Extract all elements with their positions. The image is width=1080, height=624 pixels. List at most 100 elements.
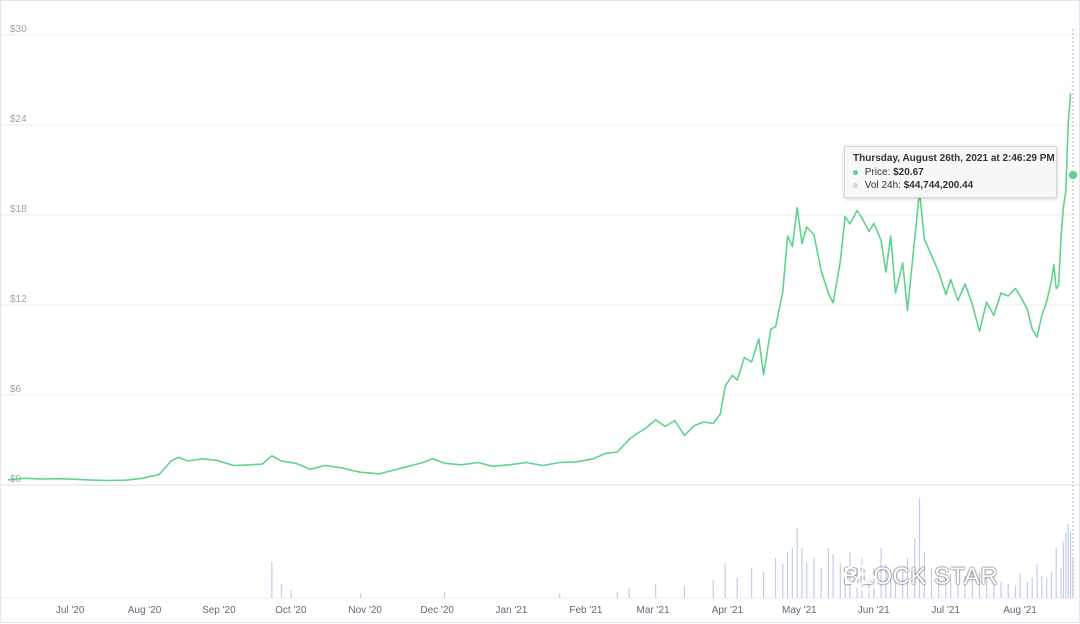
volume-bar [880, 548, 882, 598]
volume-bar [902, 570, 904, 598]
volume-bar [885, 564, 887, 598]
volume-bar [806, 563, 808, 598]
volume-bar [1036, 564, 1038, 598]
volume-bar [978, 572, 981, 598]
volume-bar [683, 586, 686, 598]
tooltip-price-label: Price: [864, 167, 891, 178]
x-tick-label: Nov '20 [348, 605, 382, 616]
volume-bar [1060, 568, 1062, 598]
x-tick-label: Jun '21 [858, 605, 890, 616]
volume-bar [736, 578, 738, 598]
volume-bar [1026, 582, 1029, 598]
volume-bar [796, 528, 798, 598]
volume-bar [750, 568, 753, 598]
x-tick-label: Aug '21 [1003, 605, 1037, 616]
volume-bar [873, 568, 875, 598]
volume-bar [1062, 542, 1065, 598]
volume-bar [894, 572, 897, 598]
volume-bar [801, 548, 803, 598]
volume-bar [271, 562, 273, 598]
volume-bar [861, 558, 863, 598]
volume-bar [791, 548, 793, 598]
volume-bar [786, 552, 789, 598]
watermark: BLOCK STAR [843, 563, 998, 591]
volume-bar [986, 578, 988, 598]
volume-bar [868, 574, 870, 598]
x-tick-label: Jul '20 [56, 605, 85, 616]
volume-bar [856, 568, 858, 598]
volume-bar [813, 558, 815, 598]
price-line [7, 93, 1072, 482]
volume-bar [1065, 532, 1067, 598]
x-tick-label: Apr '21 [712, 605, 744, 616]
tooltip-volume-row: Vol 24h: $44,744,200.44 [853, 179, 1048, 192]
volume-bar [1041, 576, 1043, 598]
x-tick-label: Oct '20 [275, 605, 307, 616]
volume-bar [616, 592, 618, 598]
y-tick-label: $18 [10, 204, 27, 215]
x-tick-label: Jul '21 [931, 605, 960, 616]
volume-bar [290, 590, 292, 598]
x-tick-label: May '21 [782, 605, 817, 616]
volume-bar [559, 593, 561, 598]
volume-bar [930, 568, 933, 598]
volume-bar [906, 558, 909, 598]
volume-bar [890, 578, 892, 598]
volume-bar [280, 584, 283, 598]
tooltip-date: Thursday, August 26th, 2021 at 2:46:29 P… [853, 153, 1055, 164]
wechat-logo-icon [844, 564, 877, 591]
volume-bar [1019, 574, 1021, 598]
volume-bar [443, 592, 446, 598]
x-tick-label: Aug '20 [128, 605, 162, 616]
x-tick-label: Feb '21 [569, 605, 602, 616]
volume-bar [839, 563, 841, 598]
volume-bar [957, 580, 959, 598]
x-tick-label: Sep '20 [202, 605, 236, 616]
volume-bar [774, 558, 777, 598]
y-tick-label: $30 [10, 24, 27, 35]
volume-bar [1067, 524, 1069, 598]
volume-bar [964, 576, 966, 598]
x-tick-label: Dec '20 [420, 605, 454, 616]
volume-bar [849, 552, 851, 598]
hover-tooltip: Thursday, August 26th, 2021 at 2:46:29 P… [844, 146, 1057, 198]
volume-bar [918, 498, 921, 598]
volume-bar [950, 574, 952, 598]
volume-bar [1050, 572, 1053, 598]
volume-bar [655, 584, 657, 598]
volume-bar [827, 548, 829, 598]
tooltip-volume-label: Vol 24h: [864, 180, 901, 191]
hover-point [1067, 169, 1079, 181]
volume-bar [914, 538, 916, 598]
volume-bar [360, 593, 362, 598]
volume-bar [938, 572, 940, 598]
volume-bar [1055, 548, 1057, 598]
tooltip-price-value: $20.67 [893, 167, 924, 178]
x-tick-label: Jan '21 [496, 605, 528, 616]
volume-bar [1031, 578, 1033, 598]
volume-bar [1070, 532, 1072, 598]
volume-bar [945, 578, 947, 598]
y-tick-label: $6 [10, 384, 22, 395]
volume-bar [1014, 586, 1017, 598]
volume-bar [1046, 578, 1048, 598]
price-dot-icon [853, 169, 858, 175]
y-tick-label: $12 [10, 294, 27, 305]
volume-bar [844, 568, 846, 598]
volume-dot-icon [853, 182, 858, 188]
y-tick-label: $24 [10, 114, 27, 125]
volume-bar [820, 568, 822, 598]
tooltip-volume-value: $44,744,200.44 [903, 180, 974, 191]
volume-bar [724, 563, 726, 598]
volume-bar [1007, 584, 1009, 598]
volume-bar [762, 572, 765, 598]
volume-bar [993, 580, 995, 598]
x-tick-label: Mar '21 [637, 605, 670, 616]
volume-bar [971, 568, 973, 598]
tooltip-price-row: Price: $20.67 [853, 166, 1048, 179]
volume-bar [628, 588, 630, 598]
volume-bar [832, 554, 834, 598]
volume-bar [782, 564, 784, 598]
